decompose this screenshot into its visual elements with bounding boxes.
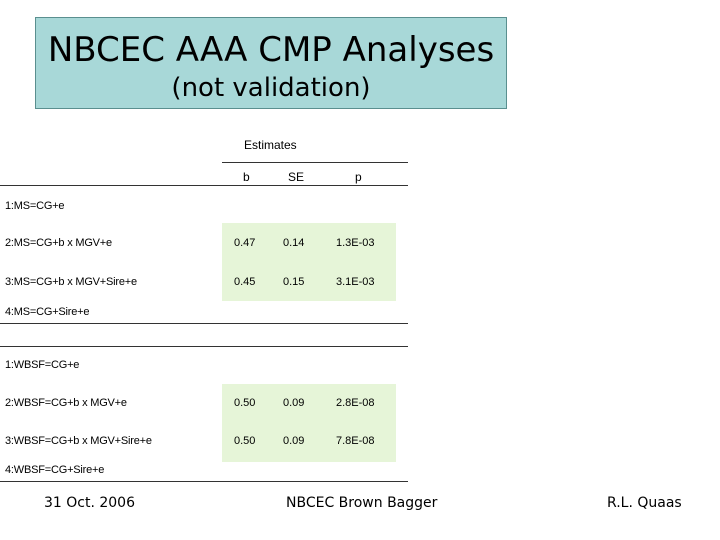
header-rule — [222, 162, 408, 163]
value-b: 0.50 — [234, 397, 256, 409]
value-se: 0.14 — [283, 237, 305, 249]
value-p: 7.8E-08 — [336, 435, 375, 447]
row-label: 4:MS=CG+Sire+e — [5, 306, 90, 318]
row-label: 2:MS=CG+b x MGV+e — [5, 237, 112, 249]
row-label: 4:WBSF=CG+Sire+e — [5, 464, 105, 476]
row-label: 3:MS=CG+b x MGV+Sire+e — [5, 276, 137, 288]
value-p: 1.3E-03 — [336, 237, 375, 249]
section-rule — [0, 346, 408, 347]
highlight-cell — [222, 262, 396, 301]
estimates-header: Estimates — [244, 138, 297, 152]
footer-center: NBCEC Brown Bagger — [286, 495, 438, 511]
row-label: 1:WBSF=CG+e — [5, 359, 80, 371]
slide-title: NBCEC AAA CMP Analyses — [47, 30, 495, 70]
slide-subtitle: (not validation) — [171, 73, 371, 103]
value-se: 0.09 — [283, 435, 305, 447]
value-b: 0.45 — [234, 276, 256, 288]
column-header-p: p — [355, 170, 362, 184]
value-p: 3.1E-03 — [336, 276, 375, 288]
table-bottom-rule — [0, 481, 408, 482]
row-label: 2:WBSF=CG+b x MGV+e — [5, 397, 127, 409]
highlight-cell — [222, 223, 396, 262]
column-header-se: SE — [288, 170, 305, 184]
section-rule — [0, 323, 408, 324]
value-se: 0.15 — [283, 276, 305, 288]
title-box: NBCEC AAA CMP Analyses (not validation) — [35, 17, 507, 109]
row-label: 1:MS=CG+e — [5, 200, 65, 212]
value-b: 0.50 — [234, 435, 256, 447]
column-header-rule — [0, 185, 408, 186]
value-p: 2.8E-08 — [336, 397, 375, 409]
footer-author: R.L. Quaas — [607, 495, 682, 511]
value-se: 0.09 — [283, 397, 305, 409]
row-label: 3:WBSF=CG+b x MGV+Sire+e — [5, 435, 152, 447]
highlight-cell — [222, 384, 396, 423]
highlight-cell — [222, 423, 396, 462]
footer-date: 31 Oct. 2006 — [44, 495, 135, 511]
value-b: 0.47 — [234, 237, 256, 249]
column-header-b: b — [243, 170, 250, 184]
